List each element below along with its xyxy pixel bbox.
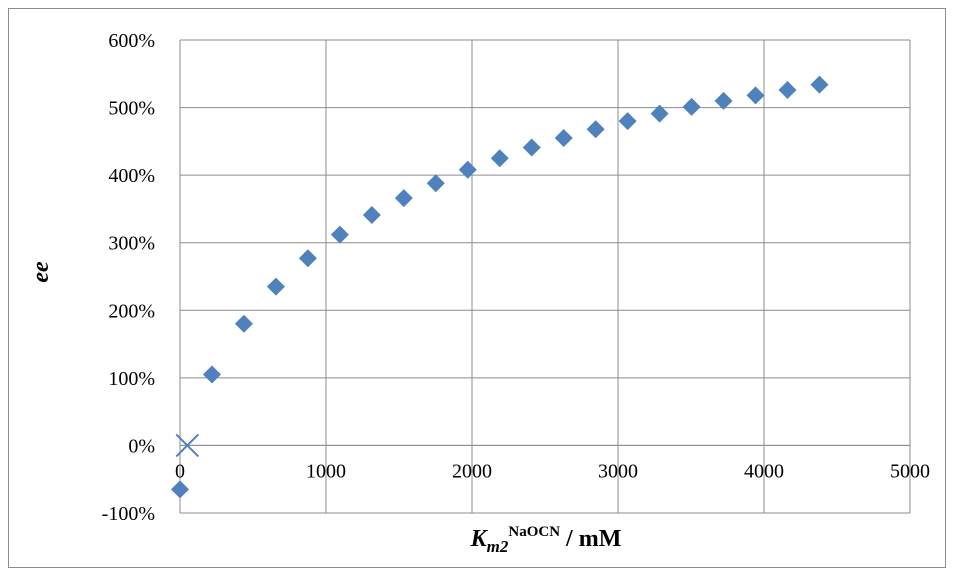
data-point-diamond [234,314,253,333]
y-tick-label: -100% [102,503,155,525]
x-axis-title-sup: NaOCN [508,524,560,540]
data-point-diamond [458,160,477,179]
x-axis-title-main: K [470,526,489,552]
data-point-diamond [810,75,829,94]
data-points [171,75,829,499]
data-point-diamond [650,104,669,123]
data-point-diamond [394,189,413,208]
data-point-diamond [202,365,221,384]
x-tick-label: 4000 [744,460,784,482]
x-axis-title-sub: m2 [487,537,509,556]
y-tick-label: 600% [108,30,155,52]
data-point-diamond [266,277,285,296]
x-axis-title: Km2NaOCN / mM [470,524,622,556]
data-point-diamond [714,91,733,110]
data-point-diamond [746,86,765,105]
y-tick-label: 0% [128,435,155,457]
y-tick-label: 500% [108,98,155,120]
data-point-diamond [778,81,797,100]
data-point-diamond [490,149,509,168]
y-tick-labels: -100% 0% 100% 200% 300% 400% 500% 600% [102,30,155,525]
data-point-diamond [618,112,637,131]
x-tick-label: 1000 [306,460,346,482]
data-point-diamond [554,128,573,147]
data-point-diamond [682,97,701,116]
x-tick-label: 0 [175,460,185,482]
data-point-diamond [298,249,317,268]
x-tick-label: 3000 [598,460,638,482]
data-point-diamond [330,225,349,244]
y-tick-label: 100% [108,368,155,390]
data-point-cross [175,433,200,458]
y-axis-title: ee [28,261,54,283]
data-point-diamond [586,120,605,139]
grid-lines [179,39,911,514]
x-tick-label: 2000 [452,460,492,482]
chart-frame [8,8,946,568]
y-tick-label: 200% [108,300,155,322]
y-tick-label: 400% [108,165,155,187]
data-point-diamond [522,138,541,157]
x-tick-label: 5000 [890,460,930,482]
x-tick-labels: 0 1000 2000 3000 4000 5000 [175,460,930,482]
x-axis-title-unit: / mM [560,526,621,552]
y-tick-label: 300% [108,233,155,255]
data-point-diamond [362,206,381,225]
data-point-diamond [171,480,189,499]
data-point-diamond [426,174,445,193]
